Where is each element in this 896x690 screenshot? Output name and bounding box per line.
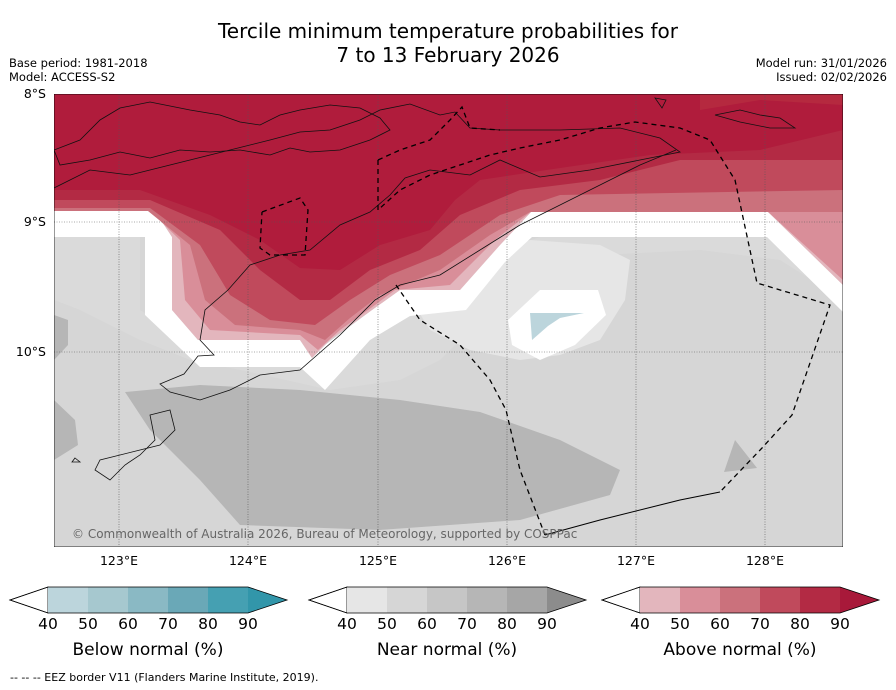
cb0-high-arrow — [248, 587, 287, 613]
model-name: Model: ACCESS-S2 — [9, 70, 116, 84]
colorbar-label-below: Below normal (%) — [72, 640, 224, 660]
cb1-seg — [467, 587, 507, 613]
cb0-seg — [48, 587, 88, 613]
copyright-notice: © Commonwealth of Australia 2026, Bureau… — [72, 527, 577, 541]
colorbar-near-normal — [307, 586, 588, 614]
cb2-tick: 70 — [750, 615, 770, 633]
lat-label: 9°S — [23, 214, 46, 229]
cb0-tick: 90 — [238, 615, 258, 633]
issued-date: Issued: 02/02/2026 — [776, 70, 887, 84]
cb1-seg — [507, 587, 547, 613]
cb0-low-arrow — [8, 586, 49, 614]
lon-label: 127°E — [616, 553, 655, 568]
cb1-low-arrow — [307, 586, 348, 614]
cb2-tick: 80 — [790, 615, 810, 633]
coastlines — [54, 97, 797, 481]
cb2-seg — [720, 587, 760, 613]
cb0-tick: 70 — [158, 615, 178, 633]
cb1-seg — [347, 587, 387, 613]
cb1-seg — [387, 587, 427, 613]
cb2-seg — [760, 587, 800, 613]
cb0-seg — [128, 587, 168, 613]
cb2-seg — [640, 587, 680, 613]
cb1-tick: 50 — [377, 615, 397, 633]
colorbar-below-normal — [8, 586, 289, 614]
cb2-low-arrow — [600, 586, 641, 614]
cb0-seg — [208, 587, 248, 613]
map-title: Tercile minimum temperature probabilitie… — [0, 19, 896, 67]
cb2-tick: 40 — [630, 615, 650, 633]
cb2-tick: 90 — [830, 615, 850, 633]
cb1-tick: 80 — [497, 615, 517, 633]
base-period: Base period: 1981-2018 — [9, 56, 148, 70]
title-line-1: Tercile minimum temperature probabilitie… — [217, 19, 679, 43]
cb0-tick: 60 — [118, 615, 138, 633]
lon-label: 126°E — [487, 553, 526, 568]
meta-right: Model run: 31/01/2026 Issued: 02/02/2026 — [756, 56, 887, 84]
cb1-tick: 40 — [337, 615, 357, 633]
cb2-tick: 60 — [710, 615, 730, 633]
cb1-tick: 60 — [417, 615, 437, 633]
model-run: Model run: 31/01/2026 — [755, 56, 887, 70]
cb1-tick: 70 — [457, 615, 477, 633]
lon-label: 123°E — [99, 553, 138, 568]
lon-label: 125°E — [358, 553, 397, 568]
cb0-tick: 40 — [38, 615, 58, 633]
probability-field — [54, 94, 843, 547]
cb0-seg — [168, 587, 208, 613]
cb2-high-arrow — [840, 587, 879, 613]
cb0-tick: 50 — [78, 615, 98, 633]
colorbar-label-above: Above normal (%) — [663, 640, 817, 660]
cb2-seg — [800, 587, 840, 613]
colorbar-above-normal — [600, 586, 881, 614]
eez-footer-note: -- -- -- EEZ border V11 (Flanders Marine… — [10, 671, 319, 684]
title-line-2: 7 to 13 February 2026 — [336, 43, 560, 67]
lon-label: 128°E — [745, 553, 784, 568]
cb1-high-arrow — [547, 587, 586, 613]
lat-label: 8°S — [23, 86, 46, 101]
cb1-seg — [427, 587, 467, 613]
cb2-tick: 50 — [670, 615, 690, 633]
cb0-tick: 80 — [198, 615, 218, 633]
colorbar-label-near: Near normal (%) — [376, 640, 518, 660]
lon-label: 124°E — [228, 553, 267, 568]
eez-border — [259, 105, 831, 536]
lat-label: 10°S — [15, 344, 46, 359]
cb2-seg — [680, 587, 720, 613]
cb0-seg — [88, 587, 128, 613]
cb1-tick: 90 — [537, 615, 557, 633]
meta-left: Base period: 1981-2018 Model: ACCESS-S2 — [9, 56, 148, 84]
